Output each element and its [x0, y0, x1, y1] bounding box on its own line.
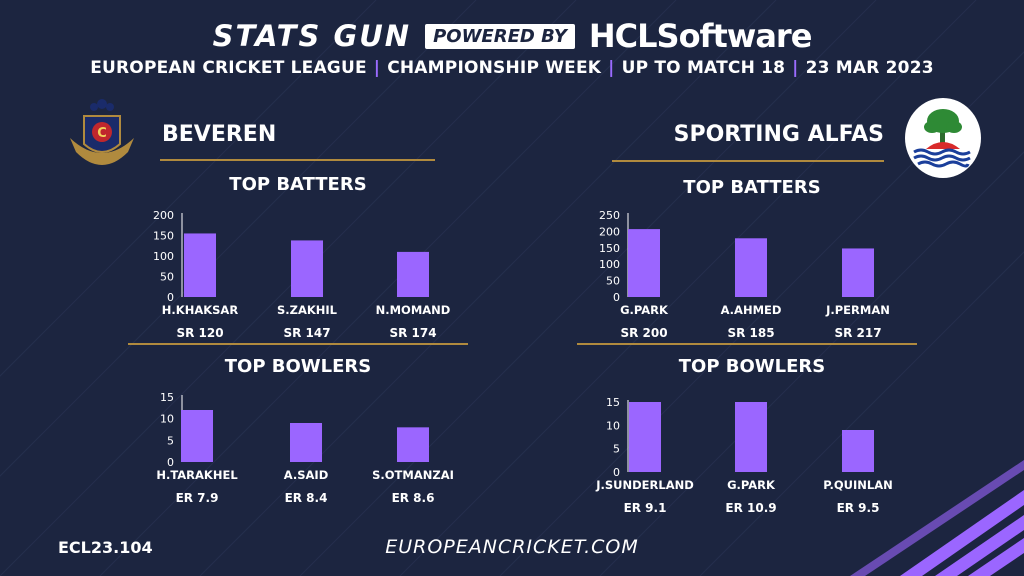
bar [184, 233, 216, 297]
right-mid-divider [577, 343, 917, 345]
x-category-label: A.AHMED [721, 303, 782, 317]
bar [842, 248, 874, 297]
bar [397, 427, 429, 462]
stats-gun-logo: STATS GUN [212, 19, 412, 53]
bar-sublabel: ER 9.1 [624, 501, 667, 515]
y-tick-label: 100 [599, 258, 620, 271]
league-name: EUROPEAN CRICKET LEAGUE [90, 58, 367, 78]
y-tick-label: 15 [160, 391, 174, 404]
x-category-label: G.PARK [620, 303, 669, 317]
right-team-divider [612, 160, 884, 162]
graphic-code: ECL23.104 [58, 538, 153, 557]
y-tick-label: 150 [599, 242, 620, 255]
x-category-label: N.MOMAND [376, 303, 451, 317]
bar [628, 229, 660, 297]
subheader: EUROPEAN CRICKET LEAGUE | CHAMPIONSHIP WEE… [90, 58, 934, 78]
bar-sublabel: ER 10.9 [725, 501, 776, 515]
sporting-alfas-logo-icon [905, 98, 981, 178]
x-category-label: H.TARAKHEL [156, 468, 238, 482]
left-batters-title: TOP BATTERS [229, 174, 367, 195]
bar-sublabel: ER 7.9 [176, 491, 219, 505]
left-bowlers-chart: 0 5 10 15 H.TARAKHEL ER 7.9 A.SAID ER 8.4 S.OTMA… [156, 391, 454, 505]
right-bowlers-title: TOP BOWLERS [678, 356, 826, 377]
bar-sublabel: ER 9.5 [837, 501, 880, 515]
week-name: CHAMPIONSHIP WEEK [387, 58, 602, 78]
y-tick-label: 250 [599, 209, 620, 222]
y-tick-label: 10 [160, 413, 174, 426]
x-category-label: G.PARK [727, 478, 776, 492]
match-info: UP TO MATCH 18 [621, 58, 786, 78]
y-tick-label: 15 [606, 396, 620, 409]
bar-sublabel: SR 185 [727, 326, 774, 340]
left-batters-chart: 0 50 100 150 200 H.KHAKSAR SR 120 S.ZAKHIL SR 14… [153, 209, 451, 340]
y-tick-label: 50 [606, 275, 620, 288]
y-tick-label: 5 [167, 434, 174, 447]
right-bowlers-chart: 0 5 10 15 J.SUNDERLAND ER 9.1 G.PARK ER 10.9 P.Q… [595, 396, 893, 515]
sponsor-logo: HCLSoftware [588, 17, 813, 55]
bar [181, 410, 213, 462]
left-bowlers-title: TOP BOWLERS [224, 356, 372, 377]
bar [290, 423, 322, 462]
beveren-crest-icon: C [70, 99, 134, 165]
bar [735, 402, 767, 472]
bar-sublabel: SR 147 [283, 326, 330, 340]
x-category-label: A.SAID [284, 468, 329, 482]
right-batters-title: TOP BATTERS [683, 177, 821, 198]
x-category-label: J.PERMAN [825, 303, 890, 317]
left-team-name: BEVEREN [162, 122, 277, 147]
svg-text:C: C [97, 126, 107, 141]
y-tick-label: 10 [606, 419, 620, 432]
y-tick-label: 0 [167, 456, 174, 469]
bar-sublabel: SR 174 [389, 326, 436, 340]
y-tick-label: 5 [613, 443, 620, 456]
header-brand-row: STATS GUN POWERED BY HCLSoftware [0, 16, 1024, 56]
bar-sublabel: SR 120 [176, 326, 223, 340]
y-tick-label: 200 [153, 209, 174, 222]
bar-sublabel: ER 8.6 [392, 491, 435, 505]
bar [735, 238, 767, 297]
bar-sublabel: ER 8.4 [285, 491, 328, 505]
x-category-label: P.QUINLAN [823, 478, 893, 492]
bar-sublabel: SR 217 [834, 326, 881, 340]
right-batters-chart: 0 50 100 150 200 250 G.PARK SR 200 A.AHMED SR 185… [599, 209, 890, 340]
y-tick-label: 0 [613, 466, 620, 479]
left-mid-divider [128, 343, 468, 345]
date-text: 23 MAR 2023 [805, 58, 934, 78]
powered-by-badge: POWERED BY [425, 23, 575, 49]
y-tick-label: 50 [160, 271, 174, 284]
bar [291, 240, 323, 297]
x-category-label: H.KHAKSAR [162, 303, 239, 317]
bar-sublabel: SR 200 [620, 326, 667, 340]
bar [842, 430, 874, 472]
y-tick-label: 0 [167, 291, 174, 304]
website-link[interactable]: EUROPEANCRICKET.COM [385, 536, 639, 558]
right-team-name: SPORTING ALFAS [673, 122, 884, 147]
y-tick-label: 100 [153, 250, 174, 263]
y-tick-label: 150 [153, 230, 174, 243]
x-category-label: J.SUNDERLAND [595, 478, 694, 492]
y-tick-label: 0 [613, 291, 620, 304]
x-category-label: S.OTMANZAI [372, 468, 454, 482]
bar [629, 402, 661, 472]
bar [397, 251, 429, 297]
x-category-label: S.ZAKHIL [277, 303, 338, 317]
left-team-divider [160, 159, 435, 161]
y-tick-label: 200 [599, 225, 620, 238]
